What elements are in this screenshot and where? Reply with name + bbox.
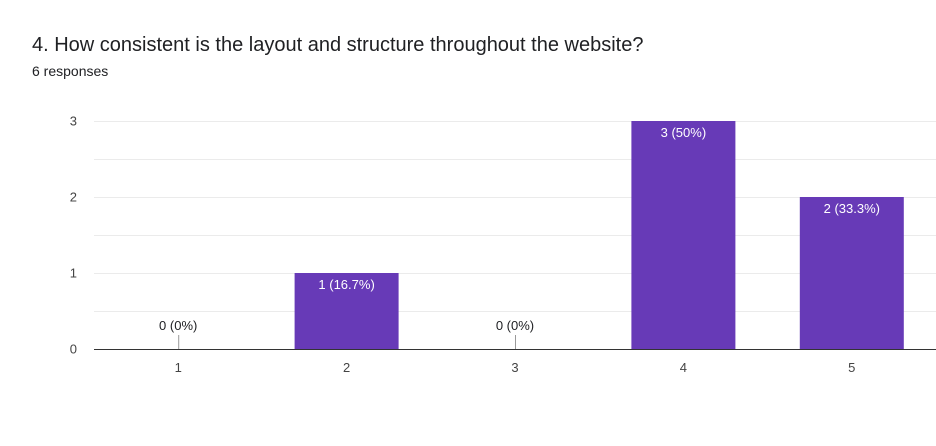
x-axis-tick-labels: 1 2 3 4 5 <box>175 360 856 375</box>
data-label: 1 (16.7%) <box>318 277 374 292</box>
data-label: 0 (0%) <box>159 318 197 333</box>
gridlines <box>94 121 936 312</box>
data-label: 0 (0%) <box>496 318 534 333</box>
data-label: 3 (50%) <box>661 125 707 140</box>
y-axis-tick-labels: 0 1 2 3 <box>70 114 77 357</box>
x-tick-label: 2 <box>343 360 350 375</box>
data-label: 2 (33.3%) <box>824 201 880 216</box>
bars <box>294 121 904 349</box>
bar <box>631 121 736 349</box>
data-labels: 0 (0%) 1 (16.7%) 0 (0%) 3 (50%) 2 (33.3%) <box>159 125 880 349</box>
y-tick-label: 3 <box>70 114 77 129</box>
x-tick-label: 3 <box>511 360 518 375</box>
x-tick-label: 5 <box>848 360 855 375</box>
x-tick-label: 4 <box>680 360 687 375</box>
bar <box>294 273 399 349</box>
response-count: 6 responses <box>32 63 109 79</box>
question-title: 4. How consistent is the layout and stru… <box>32 34 644 56</box>
y-tick-label: 0 <box>70 342 77 357</box>
y-tick-label: 1 <box>70 266 77 281</box>
bar <box>799 197 904 349</box>
y-tick-label: 2 <box>70 190 77 205</box>
x-tick-label: 1 <box>175 360 182 375</box>
